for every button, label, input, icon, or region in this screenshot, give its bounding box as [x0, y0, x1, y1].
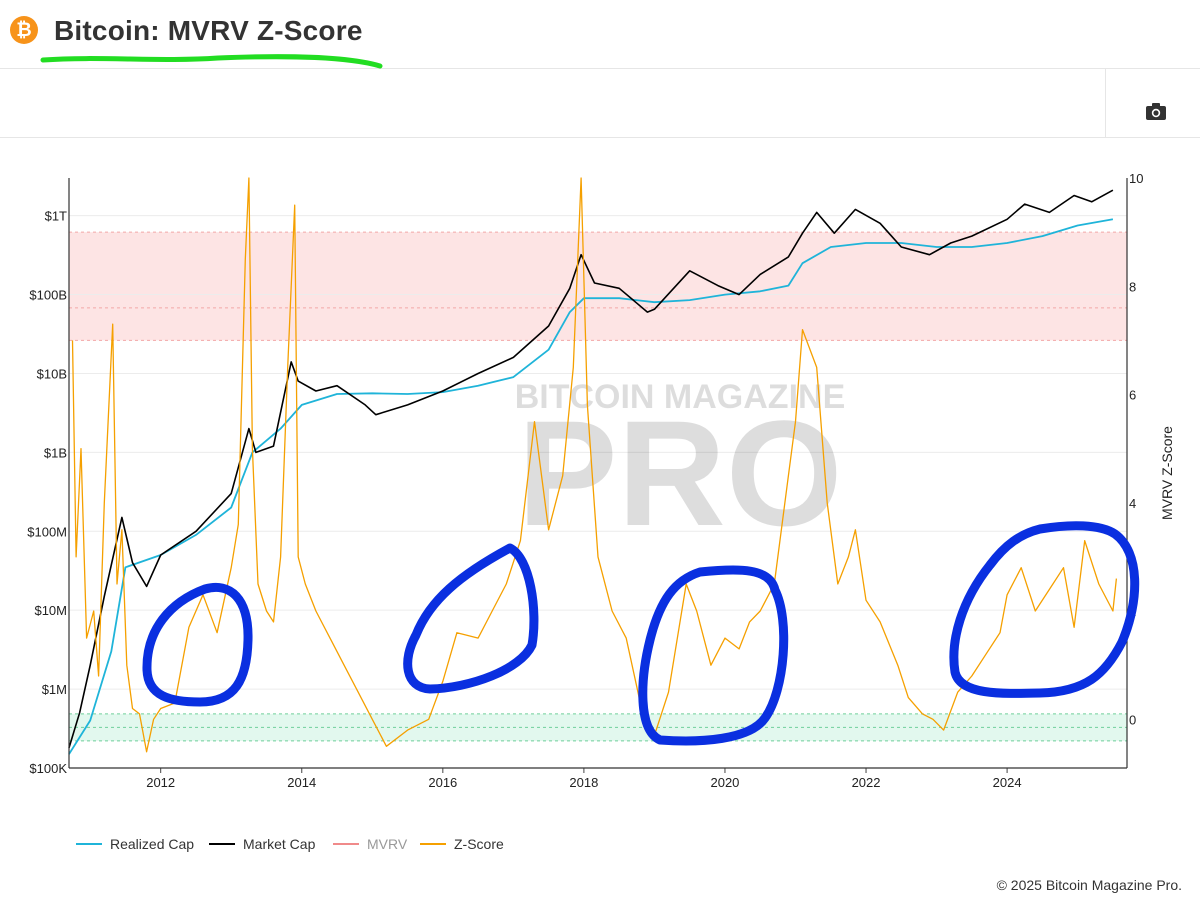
blue-circle-annotation [142, 583, 253, 707]
legend-label: Realized Cap [110, 836, 194, 852]
blue-circle-annotation [403, 543, 539, 694]
green-underline-annotation [40, 54, 383, 69]
legend-label: MVRV [367, 836, 408, 852]
red-zone-band [69, 232, 1127, 341]
x-tick-label: 2014 [287, 775, 316, 790]
copyright-text: © 2025 Bitcoin Magazine Pro. [996, 877, 1182, 893]
right-tick-label: 10 [1129, 171, 1143, 186]
left-tick-label: $1B [44, 445, 67, 460]
left-tick-label: $100M [27, 524, 67, 539]
series-line-z-score [71, 177, 1118, 753]
blue-circle-annotation [949, 521, 1140, 698]
blue-circle-annotations [142, 521, 1140, 746]
blue-circle-annotation [638, 565, 789, 746]
legend-item[interactable]: Realized Cap [76, 836, 194, 852]
watermark: BITCOIN MAGAZINE PRO [515, 378, 846, 557]
toolbar-divider [1105, 69, 1106, 137]
left-tick-label: $100B [29, 288, 67, 303]
left-tick-label: $10B [37, 366, 67, 381]
series-line-realized-cap [68, 218, 1114, 755]
x-tick-label: 2016 [428, 775, 457, 790]
legend-label: Z-Score [454, 836, 504, 852]
page-title: Bitcoin: MVRV Z-Score [54, 15, 363, 46]
chart-legend: Realized Cap Market Cap MVRV Z-Score [76, 836, 504, 852]
left-tick-label: $100K [29, 761, 67, 776]
x-tick-label: 2018 [569, 775, 598, 790]
legend-item[interactable]: Z-Score [420, 836, 504, 852]
right-tick-label: 8 [1129, 279, 1136, 294]
right-tick-label: 0 [1129, 712, 1136, 727]
x-tick-label: 2024 [993, 775, 1022, 790]
chart-toolbar [0, 69, 1200, 138]
right-tick-label: 4 [1129, 496, 1136, 511]
legend-item[interactable]: MVRV [333, 836, 408, 852]
page-header: ₿ Bitcoin: MVRV Z-Score [0, 0, 1200, 69]
bitcoin-logo-icon: ₿ [10, 16, 38, 44]
legend-item[interactable]: Market Cap [209, 836, 316, 852]
left-tick-label: $1M [42, 682, 67, 697]
left-tick-label: $1T [45, 209, 67, 224]
mvrv-zscore-chart: BITCOIN MAGAZINE PRO $100K $1M $10M $100M $1… [27, 171, 1175, 852]
camera-icon[interactable] [1140, 95, 1174, 123]
left-tick-label: $10M [34, 603, 67, 618]
legend-label: Market Cap [243, 836, 316, 852]
series-line-market-cap [68, 189, 1114, 749]
right-tick-label: 6 [1129, 388, 1136, 403]
right-axis-label: MVRV Z-Score [1159, 426, 1175, 520]
watermark-line2: PRO [517, 389, 842, 557]
x-tick-label: 2022 [852, 775, 881, 790]
x-tick-label: 2020 [710, 775, 739, 790]
x-tick-label: 2012 [146, 775, 175, 790]
